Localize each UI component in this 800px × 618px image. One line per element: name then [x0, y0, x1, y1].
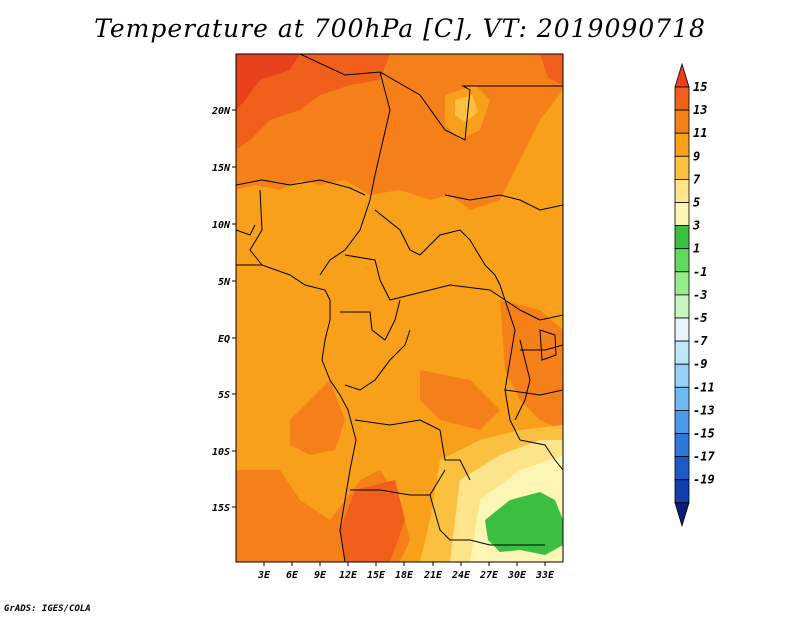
- lon-label: 6E: [286, 570, 299, 581]
- colorbar-label: -15: [693, 427, 715, 441]
- border-drc-east: [504, 299, 521, 441]
- colorbar-segment: [674, 86, 690, 111]
- colorbar-label: -17: [693, 450, 715, 464]
- lon-label: 12E: [339, 570, 358, 581]
- field-band-15-northwest: [236, 54, 300, 110]
- map-title: Temperature at 700hPa [C], VT: 201909071…: [94, 14, 706, 43]
- colorbar-label: -19: [693, 473, 715, 487]
- border-west: [236, 224, 256, 236]
- colorbar-segment: [674, 294, 690, 319]
- lat-label: 5S: [218, 390, 230, 401]
- colorbar-label: -7: [693, 334, 708, 348]
- colorbar-label: 11: [693, 126, 707, 140]
- lake-victoria: [539, 329, 557, 361]
- colorbar-top-triangle: [674, 62, 690, 88]
- colorbar-segment: [674, 225, 690, 250]
- colorbar-label: 9: [693, 149, 700, 163]
- field-band-13-northwest: [236, 54, 390, 150]
- colorbar-label: -3: [693, 288, 707, 302]
- colorbar-label: 15: [693, 80, 707, 94]
- colorbar-segment: [674, 202, 690, 227]
- field-band-13-southwest: [340, 480, 405, 562]
- lon-label: 30E: [507, 570, 527, 581]
- colorbar-label: 3: [692, 219, 700, 233]
- lon-label: 24E: [451, 570, 471, 581]
- border-malawi: [519, 439, 563, 471]
- lon-label: 9E: [314, 570, 327, 581]
- border-chad-west: [299, 54, 391, 276]
- borders: [236, 54, 563, 562]
- lon-label: 15E: [367, 570, 386, 581]
- colorbar-segment: [674, 363, 690, 388]
- border-angola-south: [350, 469, 446, 496]
- lon-label: 3E: [257, 570, 271, 581]
- lon-label: 27E: [479, 570, 499, 581]
- lon-label: 21E: [423, 570, 443, 581]
- colorbar-label: 1: [693, 242, 700, 256]
- border-congo-drc: [344, 329, 411, 391]
- colorbar-segment: [674, 155, 690, 180]
- lat-label: 15N: [212, 163, 231, 174]
- lon-axis: 3E 6E 9E 12E 15E 18E 21E 24E 27E 30E 33E: [257, 562, 555, 581]
- lat-label: 20N: [211, 106, 231, 117]
- lon-label: 18E: [395, 570, 414, 581]
- temperature-field: [236, 54, 563, 562]
- colorbar-label: -11: [693, 380, 715, 394]
- colorbar-segment: [674, 271, 690, 296]
- lat-label: 10S: [212, 447, 230, 458]
- border-car-drc: [344, 254, 521, 311]
- colorbar-label: 13: [693, 103, 707, 117]
- colorbar-segment: [674, 340, 690, 365]
- colorbar-bottom-triangle: [674, 502, 690, 528]
- colorbar-segment: [674, 317, 690, 342]
- field-band-1-green: [485, 492, 563, 555]
- lon-label: 33E: [535, 570, 555, 581]
- coastline-west: [236, 264, 357, 562]
- border-libya-sudan: [379, 71, 563, 141]
- colorbar-label: -9: [693, 357, 707, 371]
- colorbar-label: 7: [693, 172, 701, 186]
- border-nigeria: [249, 189, 263, 266]
- field-band-13-northeast: [540, 54, 563, 85]
- colorbar: 15 13 11 9 7 5 3 1 -1 -3 -5 -7 -9 -11 -13 -15 -17 -19: [674, 62, 715, 528]
- colorbar-segment: [674, 409, 690, 434]
- colorbar-label: 5: [693, 196, 700, 210]
- colorbar-segment: [674, 386, 690, 411]
- colorbar-segment: [674, 109, 690, 134]
- colorbar-segment: [674, 479, 690, 504]
- colorbar-label: -1: [693, 265, 707, 279]
- colorbar-segment: [674, 178, 690, 203]
- field-band-11-central: [420, 370, 500, 430]
- colorbar-label: -5: [693, 311, 707, 325]
- lat-axis: 20N 15N 10N 5N EQ 5S 10S 15S: [211, 106, 236, 514]
- border-sudan-south: [444, 194, 563, 211]
- border-car-sudan: [374, 209, 506, 301]
- lake-tanganyika: [514, 339, 531, 421]
- border-uganda-kenya: [519, 309, 563, 321]
- border-tanzania: [504, 389, 563, 396]
- border-angola-north: [354, 419, 471, 481]
- field-patch-7-northeast: [455, 95, 478, 122]
- lat-label: 10N: [212, 220, 231, 231]
- grads-credit: GrADS: IGES/COLA: [4, 604, 91, 614]
- border-rwanda: [520, 344, 563, 351]
- border-sahel: [236, 179, 366, 196]
- colorbar-segment: [674, 456, 690, 481]
- border-zambia-south: [429, 494, 545, 546]
- colorbar-label: -13: [693, 403, 715, 417]
- colorbar-segment: [674, 248, 690, 273]
- lat-label: EQ: [218, 334, 230, 345]
- map-frame: [235, 53, 564, 563]
- lat-label: 15S: [212, 503, 230, 514]
- colorbar-segment: [674, 132, 690, 157]
- border-gabon-congo: [340, 299, 401, 341]
- colorbar-segment: [674, 433, 690, 458]
- field-band-11-atlantic: [290, 380, 345, 455]
- lat-label: 5N: [218, 277, 231, 288]
